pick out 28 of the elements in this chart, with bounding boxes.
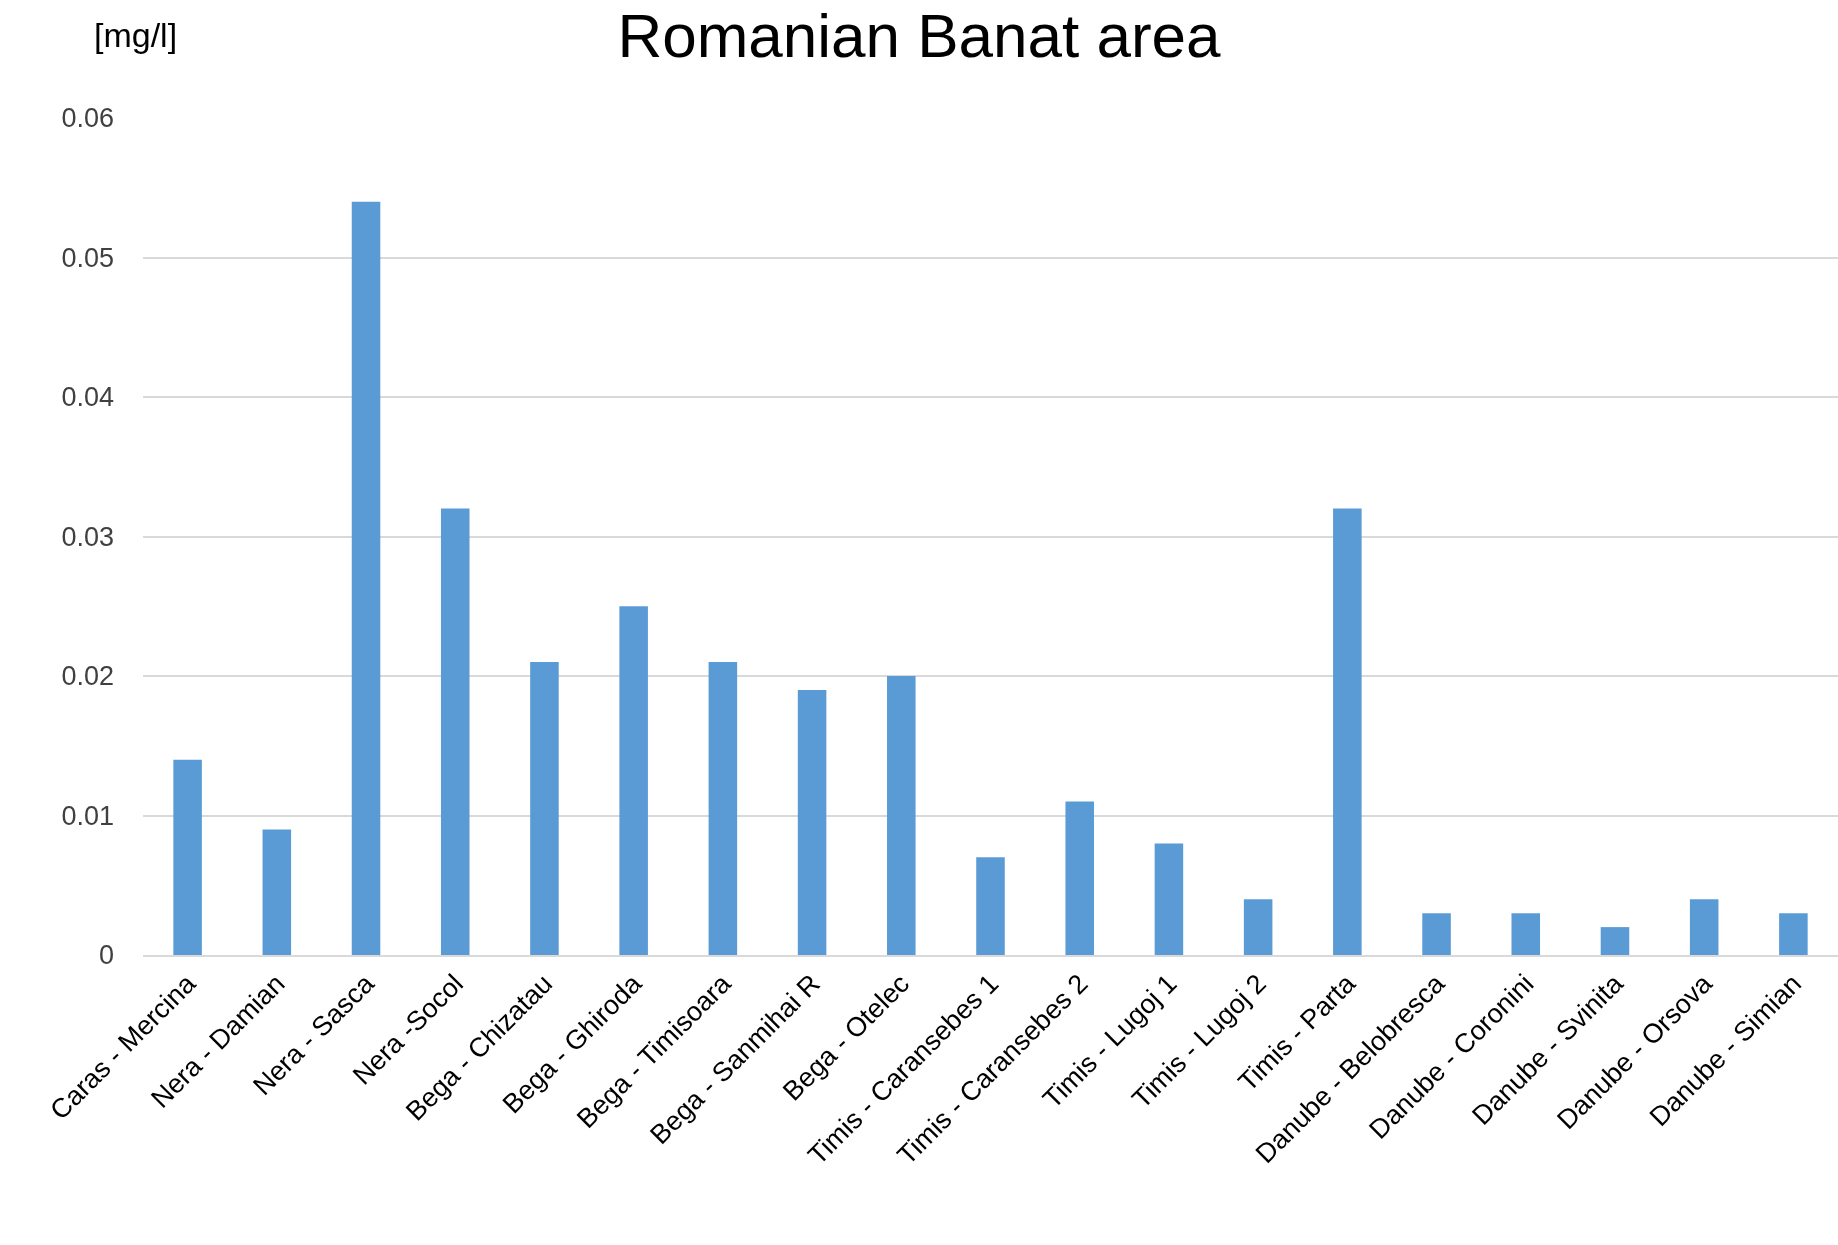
bar [262, 829, 292, 955]
chart-title: Romanian Banat area [617, 0, 1222, 70]
bar [887, 676, 916, 955]
bar [1779, 913, 1808, 955]
y-tick-label: 0.01 [61, 800, 114, 831]
bar [1243, 899, 1273, 955]
bar [1065, 801, 1094, 955]
y-tick-label: 0 [98, 940, 114, 971]
y-tick-label: 0.06 [61, 103, 114, 134]
bar [976, 857, 1005, 955]
bar [351, 201, 381, 955]
y-tick-label: 0.03 [61, 521, 114, 552]
bar [1511, 913, 1541, 955]
bar [619, 606, 648, 955]
y-axis-title: [mg/l] [94, 16, 178, 54]
bar [1333, 508, 1362, 955]
bar [1689, 899, 1719, 955]
bar [530, 662, 559, 955]
y-tick-label: 0.02 [61, 661, 114, 692]
y-tick-label: 0.04 [61, 382, 114, 413]
bar [440, 508, 470, 955]
bar [1600, 927, 1630, 955]
y-tick-label: 0.05 [61, 242, 114, 273]
bar [708, 662, 738, 955]
bar [797, 689, 827, 955]
bar [1154, 843, 1184, 955]
bar [173, 759, 202, 955]
bar [1422, 913, 1451, 955]
